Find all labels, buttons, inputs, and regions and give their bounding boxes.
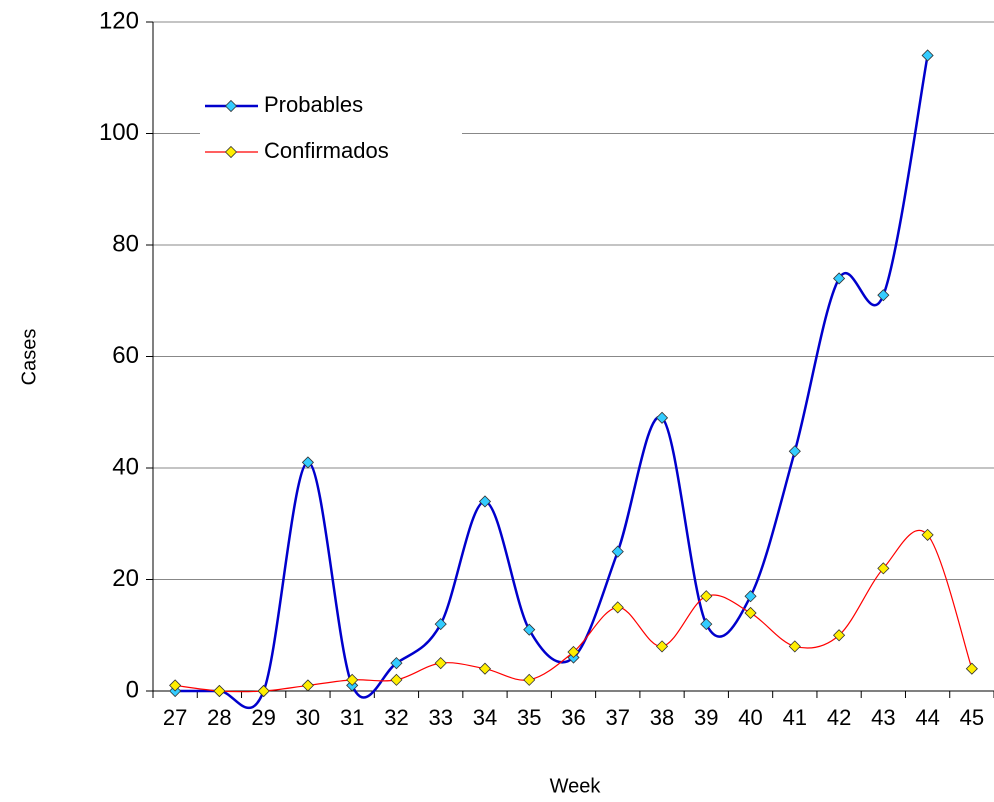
x-tick-label: 28	[207, 705, 231, 730]
x-tick-label: 45	[960, 705, 984, 730]
data-point	[523, 623, 536, 636]
x-tick-label: 44	[915, 705, 939, 730]
legend-label: Confirmados	[264, 138, 389, 163]
x-tick-label: 27	[163, 705, 187, 730]
x-tick-label: 36	[561, 705, 585, 730]
x-tick-label: 38	[650, 705, 674, 730]
data-point	[965, 662, 978, 675]
data-point	[921, 49, 934, 62]
x-tick-label: 33	[428, 705, 452, 730]
data-point	[744, 606, 757, 620]
y-tick-label: 60	[112, 342, 139, 369]
legend: Probables Confirmados	[200, 84, 462, 176]
data-point	[478, 662, 492, 675]
data-point	[301, 456, 314, 469]
x-axis-label: Week	[550, 775, 602, 797]
data-point	[257, 684, 270, 698]
x-tick-label: 35	[517, 705, 541, 730]
legend-box	[200, 84, 462, 176]
data-point	[611, 601, 624, 614]
y-tick-label: 40	[112, 453, 139, 480]
x-tick-label: 34	[473, 705, 497, 730]
data-point	[346, 673, 359, 686]
data-point	[655, 640, 669, 653]
legend-marker	[224, 99, 238, 113]
data-point	[390, 673, 403, 686]
data-point	[744, 590, 757, 603]
y-tick-label: 20	[112, 565, 139, 592]
data-point	[434, 618, 447, 631]
x-tick-label: 42	[827, 705, 851, 730]
x-tick-label: 41	[783, 705, 807, 730]
y-tick-label: 80	[112, 230, 139, 257]
data-point	[700, 618, 713, 631]
legend-marker	[224, 145, 238, 159]
data-point	[833, 629, 846, 642]
y-tick-label: 120	[99, 7, 139, 34]
series-line	[175, 529, 973, 693]
x-tick-label: 43	[871, 705, 895, 730]
data-point	[877, 562, 890, 575]
data-point	[213, 684, 226, 698]
legend-label: Probables	[264, 92, 363, 117]
x-tick-label: 31	[340, 705, 364, 730]
data-point	[788, 640, 801, 653]
data-point	[390, 657, 403, 670]
y-axis-label: Cases	[18, 329, 40, 386]
data-point	[833, 272, 846, 285]
data-point	[611, 545, 624, 558]
x-tick-label: 30	[296, 705, 320, 730]
data-point	[523, 673, 536, 686]
data-point	[301, 679, 314, 692]
data-point	[788, 445, 801, 458]
x-tick-label: 39	[694, 705, 718, 730]
data-point	[169, 679, 182, 692]
data-point	[877, 289, 890, 302]
data-point	[434, 657, 447, 670]
data-point	[567, 645, 580, 659]
y-tick-label: 100	[99, 119, 139, 146]
y-tick-label: 0	[126, 676, 139, 703]
data-point	[478, 495, 492, 508]
data-point	[921, 528, 934, 541]
x-tick-label: 37	[606, 705, 630, 730]
x-tick-label: 40	[738, 705, 762, 730]
x-tick-label: 32	[384, 705, 408, 730]
data-point	[700, 590, 713, 603]
data-point	[655, 411, 669, 424]
x-tick-label: 29	[251, 705, 275, 730]
